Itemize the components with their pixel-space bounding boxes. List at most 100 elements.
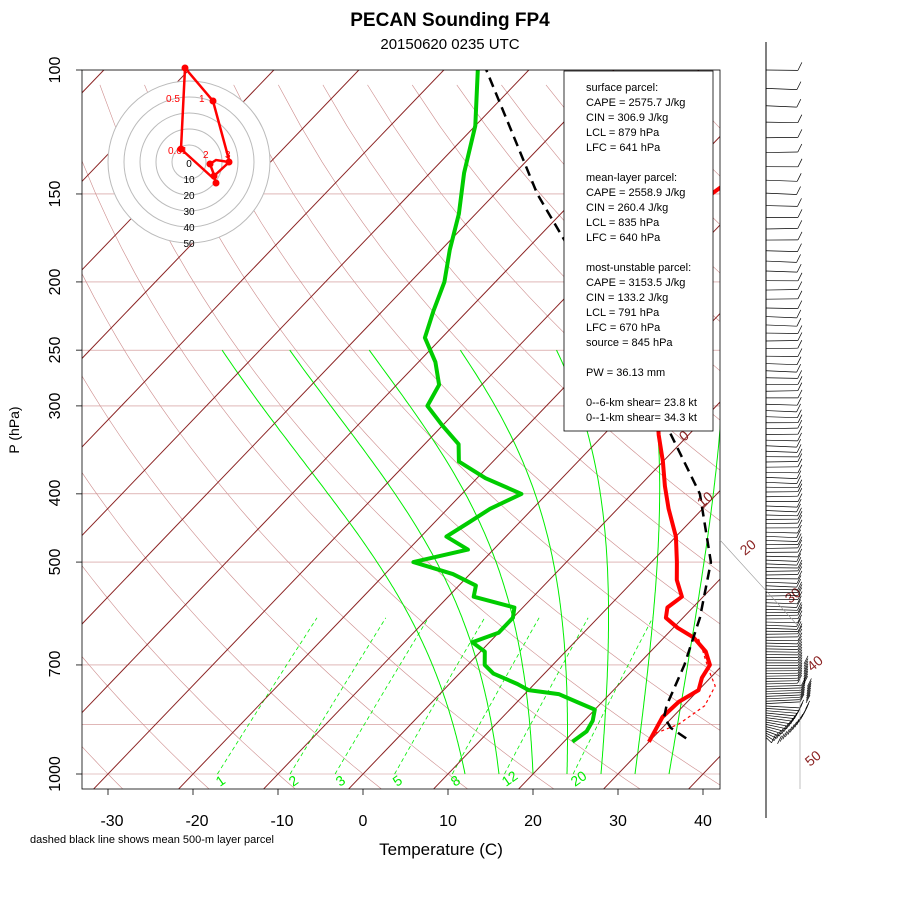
y-tick-labels: 100 150 200 250 300 400 500 700 1000: [47, 57, 64, 792]
wind-barb-flag: [797, 584, 803, 593]
wind-barb: [765, 614, 798, 617]
label-guide: [719, 539, 801, 629]
stats-line: LFC = 641 hPa: [586, 142, 661, 154]
wind-barb: [765, 289, 798, 291]
wind-barb-flag: [789, 724, 795, 733]
wind-barb-flag: [797, 479, 803, 488]
wind-barb: [765, 179, 798, 182]
wind-barb-flag: [797, 448, 803, 458]
x-tick-labels: -30 -20 -10 0 10 20 30 40: [100, 813, 712, 830]
wind-barb-flag: [797, 453, 803, 462]
hodograph-ring-label: 30: [183, 207, 195, 218]
wind-barb-flag: [796, 575, 802, 584]
wind-barb-flag: [797, 409, 802, 418]
wind-barb-flag: [797, 488, 803, 497]
wind-barb: [765, 602, 798, 605]
wind-barb-flag: [794, 719, 800, 728]
wind-barb: [765, 563, 797, 566]
hodograph-ring-label: 20: [183, 191, 195, 202]
moist-adiabat: [368, 349, 534, 775]
wind-barb-flag: [796, 397, 802, 406]
moist-adiabat: [634, 349, 661, 775]
dry-adiabat: [82, 273, 554, 789]
x-tick-label: -20: [185, 813, 208, 830]
wind-barb-flag: [790, 715, 796, 724]
isotherm: [518, 578, 720, 789]
wind-barb-flag: [797, 300, 803, 309]
wind-barb-flag: [800, 689, 805, 698]
wind-barb: [765, 732, 777, 739]
dry-adiabat: [322, 84, 720, 522]
stats-line: LCL = 835 hPa: [586, 217, 660, 229]
wind-barb: [765, 689, 802, 692]
wind-barb: [765, 645, 798, 648]
mixing-ratio-label: 1: [213, 772, 229, 790]
hodograph-ring-label: 40: [183, 223, 195, 234]
wind-barb-flag: [797, 607, 803, 616]
wind-barb: [765, 403, 798, 406]
wind-barb-flag: [796, 254, 801, 263]
y-tick-label: 100: [47, 57, 64, 84]
wind-barb: [765, 445, 797, 448]
wind-barb: [765, 481, 797, 484]
wind-barb: [765, 719, 791, 725]
wind-barb-flag: [773, 732, 779, 741]
wind-barb-flag: [796, 578, 802, 588]
stats-box-frame: [563, 70, 714, 432]
wind-barb-flag: [797, 220, 803, 229]
moist-adiabat: [289, 349, 500, 775]
wind-barb-flag: [803, 673, 809, 682]
stats-line: CIN = 133.2 J/kg: [586, 292, 668, 304]
hodograph-point: [212, 179, 220, 187]
hodograph-ring-label: 10: [183, 175, 195, 186]
wind-barb: [765, 477, 797, 479]
wind-barb: [765, 710, 798, 714]
wind-barb-flag: [797, 332, 803, 341]
hodograph-ring-label: 50: [183, 239, 195, 250]
dry-adiabat: [82, 656, 210, 789]
wind-barb: [765, 450, 798, 453]
dry-adiabat: [725, 85, 900, 789]
wind-barb-flag: [797, 231, 803, 241]
wind-barb-flag: [796, 98, 802, 108]
wind-barb-flag: [787, 726, 793, 735]
wind-barb-flag: [779, 727, 784, 737]
wind-barb-flag: [803, 660, 809, 670]
wind-barb: [765, 192, 797, 195]
wind-barb-flag: [803, 671, 809, 680]
mixing-ratio-label: 8: [448, 772, 464, 790]
wind-barb-flag: [797, 635, 802, 645]
mixing-ratio-label: 2: [286, 772, 302, 790]
wind-barb-flag: [797, 614, 802, 623]
isotherm-label: 50: [802, 747, 824, 769]
wind-barb-flag: [803, 666, 809, 675]
wind-barb: [765, 581, 798, 584]
wind-barb: [765, 410, 797, 413]
hodograph-point: [225, 158, 233, 166]
wind-barb: [765, 439, 798, 442]
stats-line: LCL = 791 hPa: [586, 307, 660, 319]
wind-barb: [765, 621, 798, 624]
y-tick-label: 250: [47, 337, 64, 364]
wind-barb: [765, 363, 798, 366]
wind-barb: [765, 151, 798, 153]
wind-barb-flag: [796, 309, 802, 319]
mixing-ratio-line: [394, 617, 485, 775]
mixing-ratio-line: [504, 617, 589, 775]
mean-parcel-line: [485, 70, 713, 740]
stats-line: most-unstable parcel:: [586, 262, 691, 274]
wind-barb-flag: [797, 675, 802, 684]
wind-barb: [765, 608, 798, 611]
x-tick-label: -10: [270, 813, 293, 830]
stats-line: 0--1-km shear= 34.3 kt: [586, 412, 697, 424]
wind-barb: [765, 721, 789, 727]
moist-adiabat: [668, 423, 720, 775]
wind-barb-flag: [796, 470, 802, 479]
wind-barb-flag: [797, 623, 803, 632]
plot-frame: [81, 69, 721, 790]
wind-barb: [765, 705, 800, 709]
wind-barb: [765, 555, 798, 558]
dry-adiabat: [82, 160, 641, 789]
wind-barb-flag: [797, 570, 803, 580]
